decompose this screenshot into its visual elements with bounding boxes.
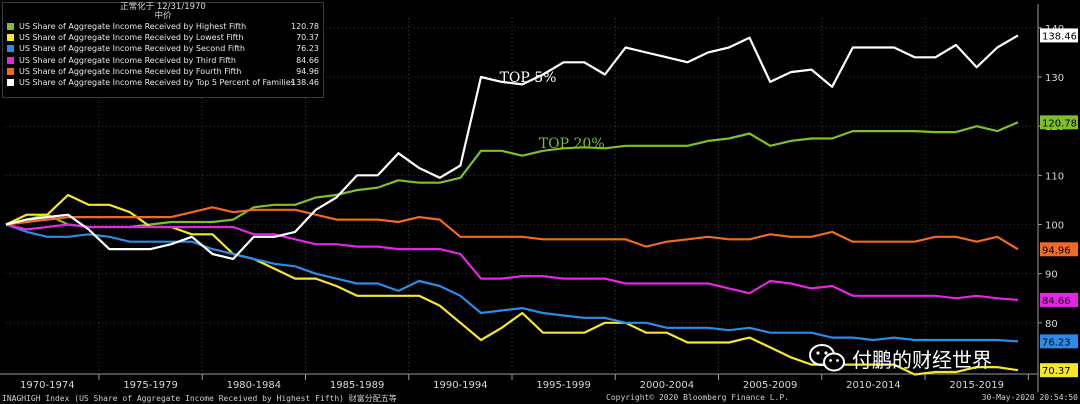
- legend-subtitle: 中价: [154, 11, 172, 21]
- last-value-label: 76.23: [1042, 337, 1071, 348]
- last-value-badge-bg: [1040, 363, 1078, 378]
- x-tick-label: 1975-1979: [123, 380, 178, 391]
- x-tick-label: 2010-2014: [846, 380, 901, 391]
- footer: INAGHIGH Index (US Share of Aggregate In…: [0, 393, 1080, 404]
- series-line-4: [5, 206, 1019, 251]
- series-line-3: [5, 223, 1019, 301]
- annotation-label: TOP 20%: [539, 136, 605, 152]
- last-value-label: 70.37: [1042, 366, 1071, 377]
- legend-series-name: US Share of Aggregate Income Received by…: [19, 44, 245, 54]
- x-tick-label: 1970-1974: [20, 380, 75, 391]
- footer-index-label: INAGHIGH Index (US Share of Aggregate In…: [2, 394, 397, 403]
- watermark: 付鹏的财经世界: [808, 342, 992, 374]
- legend-series-value: 138.46: [291, 77, 319, 87]
- legend-swatch: [7, 23, 14, 30]
- legend-series-value: 76.23: [296, 44, 319, 54]
- x-tick-label: 2005-2009: [743, 380, 798, 391]
- legend-entry: US Share of Aggregate Income Received by…: [3, 77, 323, 88]
- legend-title: 正常化于 12/31/1970: [120, 2, 206, 12]
- last-value-badge-bg: [1040, 115, 1078, 130]
- watermark-text: 付鹏的财经世界: [852, 347, 992, 372]
- x-tick-label: 2015-2019: [949, 380, 1004, 391]
- x-tick-label: 1980-1984: [227, 380, 282, 391]
- legend-series-name: US Share of Aggregate Income Received by…: [19, 77, 295, 87]
- footer-copyright: Copyright© 2020 Bloomberg Finance L.P.: [606, 393, 790, 402]
- y-tick-label: 110: [1045, 171, 1064, 182]
- last-value-label: 94.96: [1042, 245, 1071, 256]
- legend-swatch: [7, 78, 14, 86]
- y-tick-label: 90: [1045, 270, 1058, 281]
- last-value-badge-3: 84.66: [1040, 292, 1078, 307]
- last-value-badge-4: 94.96: [1040, 242, 1078, 257]
- x-tick-label: 1995-1999: [536, 380, 591, 391]
- x-tick-label: 1985-1989: [330, 380, 385, 391]
- last-value-badge-bg: [1040, 334, 1078, 349]
- legend-entry: US Share of Aggregate Income Received by…: [3, 43, 323, 54]
- footer-timestamp: 30-May-2020 20:54:50: [981, 393, 1078, 402]
- series-line-2: [5, 223, 1019, 343]
- last-value-badge-0: 120.78: [1040, 115, 1078, 130]
- last-value-badge-1: 70.37: [1040, 363, 1078, 378]
- series-line-0: [5, 121, 1019, 229]
- legend-swatch: [7, 34, 14, 42]
- last-value-badge-bg: [1040, 28, 1078, 43]
- legend-series-name: US Share of Aggregate Income Received by…: [19, 66, 242, 76]
- legend-series-value: 94.96: [296, 66, 319, 76]
- series-line-5: [5, 34, 1019, 260]
- last-value-label: 84.66: [1042, 296, 1071, 307]
- last-value-badge-2: 76.23: [1040, 334, 1078, 349]
- legend-swatch: [7, 56, 14, 64]
- last-value-badge-bg: [1040, 292, 1078, 307]
- legend-series-value: 120.78: [291, 22, 319, 31]
- annotation-label: TOP 5%: [500, 70, 557, 86]
- series-line-1: [5, 193, 1019, 376]
- last-value-label: 120.78: [1042, 118, 1077, 129]
- legend-series-name: US Share of Aggregate Income Received by…: [19, 55, 236, 65]
- y-tick-label: 100: [1045, 221, 1064, 232]
- wechat-icon: [809, 344, 845, 372]
- legend-series-name: US Share of Aggregate Income Received by…: [19, 22, 247, 31]
- y-tick-label: 130: [1045, 73, 1064, 84]
- legend-swatch: [7, 45, 14, 53]
- x-tick-label: 2000-2004: [640, 380, 695, 391]
- legend-swatch: [7, 67, 14, 75]
- legend-series-value: 70.37: [296, 33, 319, 43]
- chart-legend: 正常化于 12/31/1970 中价 US Share of Aggregate…: [2, 2, 324, 98]
- x-tick-label: 1990-1994: [433, 380, 488, 391]
- y-tick-label: 80: [1045, 319, 1058, 330]
- last-value-label: 138.46: [1042, 31, 1077, 42]
- legend-entry: US Share of Aggregate Income Received by…: [3, 55, 323, 66]
- legend-series-name: US Share of Aggregate Income Received by…: [19, 33, 244, 43]
- last-value-badge-5: 138.46: [1040, 28, 1078, 43]
- legend-entry: US Share of Aggregate Income Received by…: [3, 32, 323, 43]
- last-value-badge-bg: [1040, 242, 1078, 257]
- legend-series-value: 84.66: [296, 55, 319, 65]
- legend-entry: US Share of Aggregate Income Received by…: [3, 66, 323, 77]
- legend-entry: US Share of Aggregate Income Received by…: [3, 21, 323, 32]
